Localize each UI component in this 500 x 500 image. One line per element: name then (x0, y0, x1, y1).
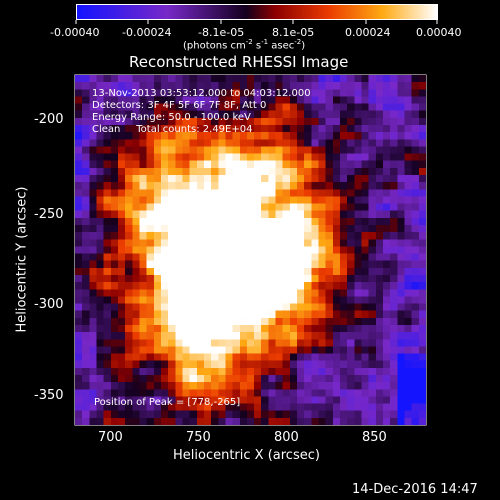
y-tick-label: -200 (34, 112, 64, 127)
info-counts: Clean Total counts: 2.49E+04 (92, 124, 253, 135)
y-tick-label: -250 (34, 207, 64, 222)
colorbar-tick-label: 0.00024 (345, 26, 391, 39)
date-stamp: 14-Dec-2016 14:47 (352, 482, 478, 497)
colorbar-tick-label: -0.00040 (50, 26, 100, 39)
colorbar-ticks (75, 20, 438, 24)
x-axis-label: Heliocentric X (arcsec) (173, 448, 320, 463)
x-tick-label: 850 (362, 430, 387, 445)
y-tick-label: -300 (34, 297, 64, 312)
colorbar-tick-label: 0.00040 (416, 26, 462, 39)
info-energy: Energy Range: 50.0 - 100.0 keV (92, 112, 251, 123)
y-axis-label: Heliocentric Y (arcsec) (14, 186, 30, 333)
info-time-range: 13-Nov-2013 03:53:12.000 to 04:03:12.000 (92, 88, 311, 99)
colorbar (76, 4, 438, 20)
x-tick-label: 800 (274, 430, 299, 445)
peak-position: Position of Peak = [778,-265] (94, 397, 241, 408)
colorbar-tick-label: -8.1e-05 (198, 26, 245, 39)
y-tick-label: -350 (34, 388, 64, 403)
info-detectors: Detectors: 3F 4F 5F 6F 7F 8F, Att 0 (92, 100, 267, 111)
info-block: 13-Nov-2013 03:53:12.000 to 04:03:12.000… (92, 88, 311, 136)
colorbar-tick-label: 8.1e-05 (272, 26, 315, 39)
x-tick-label: 700 (98, 430, 123, 445)
rhessi-image (75, 75, 426, 425)
colorbar-tick-label: -0.00024 (122, 26, 172, 39)
x-tick-label: 750 (186, 430, 211, 445)
plot-title: Reconstructed RHESSI Image (129, 53, 349, 71)
colorbar-units: (photons cm-2 s-1 asec-2) (183, 38, 306, 52)
